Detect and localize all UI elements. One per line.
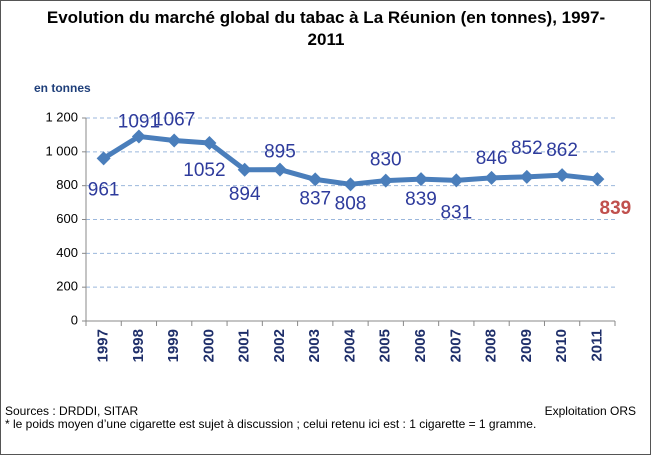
marker (378, 173, 393, 188)
marker (484, 170, 499, 185)
value-label: 1067 (153, 110, 195, 131)
marker (555, 168, 570, 183)
y-tick-label: 200 (56, 279, 78, 294)
value-label: 895 (264, 142, 296, 163)
source: Sources : DRDDI, SITAR (5, 404, 139, 418)
marker (272, 162, 287, 177)
x-tick-label: 1997 (95, 329, 112, 362)
marker (237, 162, 252, 177)
x-tick-label: 1999 (165, 329, 182, 362)
x-tick-label: 2000 (200, 329, 217, 362)
x-tick-label: 2004 (341, 328, 358, 362)
y-tick-label: 800 (56, 177, 78, 192)
x-tick-label: 2009 (518, 329, 535, 362)
value-label: 846 (476, 148, 508, 169)
value-label: 1091 (118, 111, 160, 132)
value-label: 961 (88, 179, 120, 200)
marker (343, 177, 358, 192)
x-tick-label: 2005 (377, 329, 394, 362)
x-tick-label: 2007 (447, 329, 464, 362)
marker (131, 129, 146, 144)
x-tick-label: 2006 (412, 329, 429, 362)
marker (414, 172, 429, 187)
value-label: 1052 (183, 160, 225, 181)
value-label: 852 (511, 138, 543, 159)
marker (590, 172, 605, 187)
marker (202, 136, 217, 151)
value-label: 831 (440, 202, 472, 223)
y-tick-label: 1 000 (45, 143, 78, 158)
marker (308, 172, 323, 187)
x-tick-label: 2003 (306, 329, 323, 362)
y-tick-label: 600 (56, 211, 78, 226)
value-label: 862 (546, 140, 578, 161)
value-label: 839 (600, 198, 632, 219)
marker (96, 151, 111, 166)
x-tick-label: 2008 (483, 329, 500, 362)
x-tick-label: 2001 (236, 329, 253, 362)
value-label: 837 (299, 188, 331, 209)
marker (449, 173, 464, 188)
marker (519, 169, 534, 184)
value-label: 808 (335, 193, 367, 214)
value-label: 894 (229, 184, 261, 205)
y-tick-label: 1 200 (45, 109, 78, 124)
y-tick-label: 400 (56, 245, 78, 260)
x-tick-label: 2011 (588, 329, 605, 362)
marker (167, 133, 182, 148)
chart-title: Evolution du marché global du tabac à La… (46, 8, 606, 49)
unit-label: en tonnes (34, 81, 91, 95)
x-tick-label: 2010 (553, 329, 570, 362)
footnote: * le poids moyen d’une cigarette est suj… (5, 417, 537, 431)
y-tick-label: 0 (71, 312, 78, 327)
value-label: 839 (405, 189, 437, 210)
value-label: 830 (370, 150, 402, 171)
x-tick-label: 1998 (130, 329, 147, 362)
x-tick-label: 2002 (271, 329, 288, 362)
credit: Exploitation ORS (544, 404, 636, 418)
